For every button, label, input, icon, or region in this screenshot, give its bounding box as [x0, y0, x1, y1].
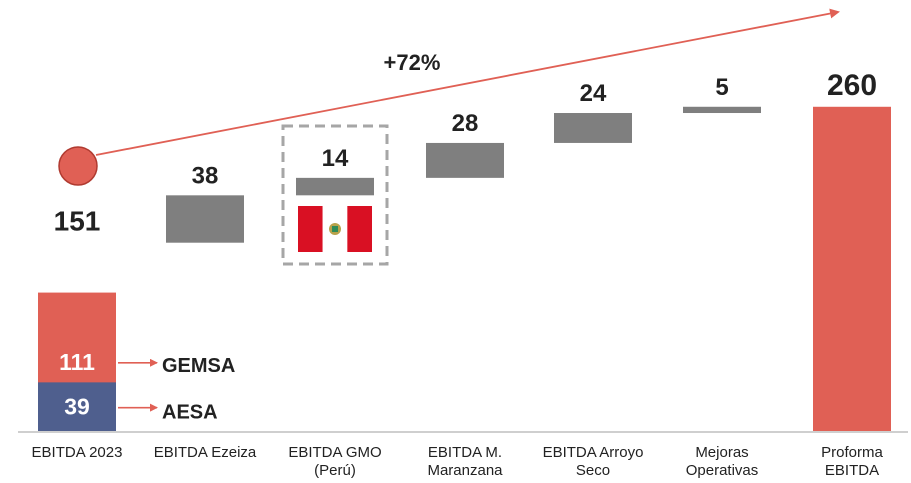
bar-5: [683, 106, 761, 114]
category-label-line: (Perú): [314, 462, 356, 479]
category-label-line: EBITDA: [824, 462, 880, 479]
category-label-line: Maranzana: [427, 462, 503, 479]
bar-1: [166, 195, 244, 243]
flag-stripe-left: [298, 206, 323, 252]
category-label-line: EBITDA Ezeiza: [153, 444, 257, 461]
segment-label-gemsa: 111: [59, 349, 95, 375]
category-label-line: Proforma: [821, 444, 883, 461]
category-label-line: Operativas: [685, 462, 759, 479]
category-label-line: EBITDA Arroyo: [542, 444, 644, 461]
data-label-6: 260: [827, 69, 877, 102]
bar-6: [813, 106, 891, 431]
series-label-gemsa: GEMSA: [162, 355, 235, 377]
bar-segment-aesa: [38, 382, 116, 431]
data-label-5: 5: [715, 74, 728, 101]
series-label-aesa: AESA: [162, 402, 218, 424]
data-label-1: 38: [192, 162, 219, 189]
bar-3: [426, 142, 504, 178]
category-label-6: Proforma EBITDA: [792, 444, 911, 480]
category-label-4: EBITDA Arroyo Seco: [533, 444, 653, 480]
growth-start-marker: [58, 146, 98, 186]
category-label-line: Seco: [575, 462, 611, 479]
flag-stripe-right: [347, 206, 372, 252]
category-label-line: Mejoras: [695, 444, 749, 461]
bar-2: [296, 177, 374, 196]
category-label-5: Mejoras Operativas: [662, 444, 782, 480]
category-label-line: EBITDA GMO: [288, 444, 382, 461]
segment-label-aesa: 39: [64, 394, 90, 420]
dashed-highlight-box: [281, 124, 389, 266]
peru-flag-icon: [298, 206, 372, 252]
category-label-line: EBITDA 2023: [31, 444, 123, 461]
growth-label: +72%: [384, 50, 441, 75]
category-label-1: EBITDA Ezeiza: [145, 444, 265, 462]
category-label-0: EBITDA 2023: [17, 444, 137, 462]
category-label-2: EBITDA GMO (Perú): [275, 444, 395, 480]
data-label-3: 28: [452, 110, 479, 137]
data-label-2: 14: [322, 145, 349, 172]
flag-coat-detail: [332, 226, 338, 232]
growth-arrow: [95, 8, 840, 156]
data-label-4: 24: [580, 80, 607, 107]
data-label-0: 151: [54, 206, 101, 237]
bar-4: [554, 113, 632, 143]
category-label-line: EBITDA M.: [427, 444, 503, 461]
category-label-3: EBITDA M. Maranzana: [405, 444, 525, 480]
